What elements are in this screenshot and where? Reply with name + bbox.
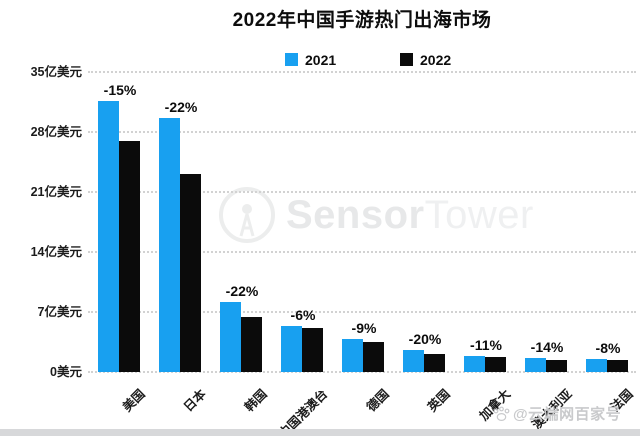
bottom-strip: [0, 429, 640, 436]
bar-2022-德国: [363, 342, 384, 372]
legend-label-2021: 2021: [305, 51, 337, 68]
change-label-韩国: -22%: [225, 282, 259, 299]
bar-2022-中国港澳台: [302, 328, 323, 372]
bar-2021-美国: [98, 101, 119, 372]
bar-2022-美国: [119, 141, 140, 372]
bar-2021-韩国: [220, 301, 241, 372]
change-label-德国: -9%: [351, 319, 377, 336]
change-label-英国: -20%: [408, 330, 442, 347]
bar-2021-加拿大: [464, 355, 485, 372]
credit-text: @云端网百家号: [513, 406, 622, 423]
y-tick-label: 35亿美元: [30, 65, 82, 79]
bar-2022-英国: [424, 354, 445, 372]
y-tick-label: 0美元: [50, 365, 82, 379]
change-label-日本: -22%: [164, 99, 198, 116]
legend-item-2021: 2021: [285, 51, 337, 68]
x-tick-label-日本: 日本: [181, 386, 209, 415]
bar-2022-法国: [607, 360, 628, 372]
x-tick-label-英国: 英国: [425, 386, 453, 415]
bar-2022-日本: [180, 174, 201, 372]
sensortower-wordmark: SensorTower: [286, 186, 534, 244]
baijiahao-paw-icon: [493, 406, 510, 421]
legend-swatch-2021-icon: [285, 53, 298, 66]
x-tick-label-美国: 美国: [120, 386, 148, 415]
gridline: [88, 251, 636, 253]
change-label-加拿大: -11%: [470, 336, 502, 353]
bar-2022-加拿大: [485, 357, 506, 372]
bar-2021-澳大利亚: [525, 358, 546, 372]
change-label-法国: -8%: [595, 340, 621, 357]
change-label-澳大利亚: -14%: [530, 339, 564, 356]
sensortower-logo-icon: [219, 187, 275, 243]
change-label-中国港澳台: -6%: [290, 306, 316, 323]
gridline: [88, 371, 636, 373]
x-tick-label-德国: 德国: [364, 386, 392, 415]
legend-swatch-2022-icon: [400, 53, 413, 66]
y-tick-label: 7亿美元: [37, 305, 82, 319]
y-tick-label: 28亿美元: [30, 125, 82, 139]
y-tick-label: 14亿美元: [30, 245, 82, 259]
change-label-美国: -15%: [103, 82, 137, 99]
legend-label-2022: 2022: [420, 51, 452, 68]
bar-2021-日本: [159, 118, 180, 372]
x-tick-label-韩国: 韩国: [242, 386, 270, 415]
legend-item-2022: 2022: [400, 51, 452, 68]
sensortower-watermark: SensorTower: [218, 186, 534, 244]
bar-2021-德国: [342, 338, 363, 372]
gridline: [88, 191, 636, 193]
credit-watermark: @云端网百家号: [493, 403, 621, 424]
chart-title: 2022年中国手游热门出海市场: [232, 10, 492, 31]
bar-2021-法国: [586, 359, 607, 372]
bar-2021-中国港澳台: [281, 325, 302, 372]
bar-2021-英国: [403, 349, 424, 372]
gridline: [88, 71, 636, 73]
sensortower-word-tower: Tower: [424, 193, 534, 237]
bar-2022-韩国: [241, 317, 262, 372]
sensortower-word-sensor: Sensor: [286, 193, 425, 237]
y-tick-label: 21亿美元: [30, 185, 82, 199]
gridline: [88, 311, 636, 313]
gridline: [88, 131, 636, 133]
bar-2022-澳大利亚: [546, 360, 567, 372]
